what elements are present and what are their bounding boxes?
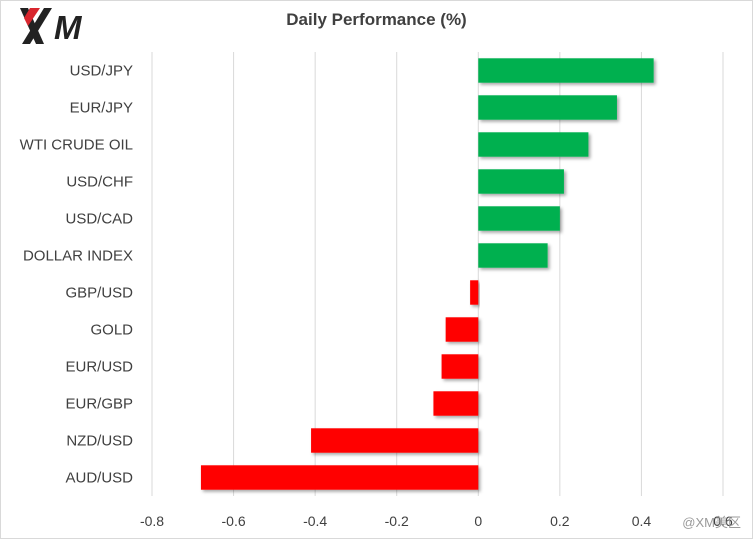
bar xyxy=(470,280,479,305)
x-tick-label: -0.2 xyxy=(385,513,409,529)
category-label: AUD/USD xyxy=(65,470,133,487)
x-tick-label: -0.6 xyxy=(222,513,246,529)
svg-text:M: M xyxy=(54,9,83,46)
bar xyxy=(200,465,479,490)
category-label: NZD/USD xyxy=(66,433,133,450)
bar xyxy=(433,391,479,416)
category-label: EUR/JPY xyxy=(70,100,133,117)
x-tick-label: 0 xyxy=(474,513,482,529)
category-label: USD/JPY xyxy=(70,63,133,80)
category-label: GBP/USD xyxy=(65,285,133,302)
bar xyxy=(478,58,654,83)
bar xyxy=(478,206,560,231)
category-label: WTI CRUDE OIL xyxy=(20,137,133,154)
xm-logo: M xyxy=(20,8,83,46)
x-tick-label: -0.8 xyxy=(140,513,164,529)
category-label: USD/CHF xyxy=(66,174,133,191)
category-label: EUR/USD xyxy=(65,359,133,376)
x-tick-label: 0.2 xyxy=(550,513,570,529)
bar xyxy=(311,428,479,453)
x-tick-label: 0.4 xyxy=(632,513,652,529)
bar xyxy=(478,132,589,157)
watermark: @XM美区 xyxy=(682,515,741,530)
bar xyxy=(478,95,617,120)
category-label: GOLD xyxy=(90,322,133,339)
bar xyxy=(441,354,479,379)
category-label: DOLLAR INDEX xyxy=(23,248,133,265)
x-tick-label: -0.4 xyxy=(303,513,327,529)
x-tick-label: 0.6 xyxy=(713,513,733,529)
category-label: EUR/GBP xyxy=(65,396,133,413)
chart-title: Daily Performance (%) xyxy=(286,10,467,29)
bar xyxy=(478,243,548,268)
bar xyxy=(478,169,564,194)
bar xyxy=(445,317,479,342)
category-label: USD/CAD xyxy=(65,211,133,228)
